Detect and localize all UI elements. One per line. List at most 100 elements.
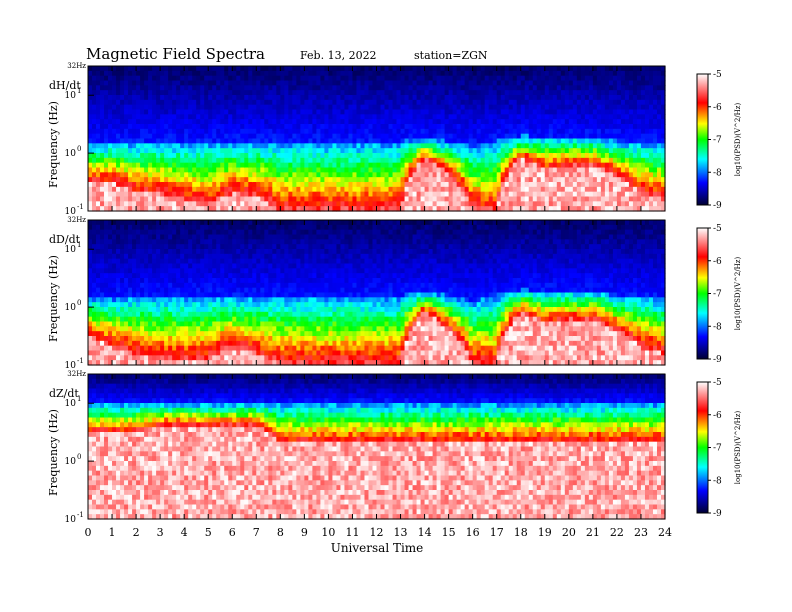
heatmap-cell [104,75,109,82]
heatmap-cell [240,177,245,183]
heatmap-cell [128,75,133,82]
heatmap-cell [244,182,249,188]
heatmap-cell [112,282,117,289]
heatmap-cell [136,104,141,111]
heatmap-cell [388,128,394,135]
heatmap-cell [440,124,446,130]
heatmap-cell [516,85,522,91]
heatmap-cell [148,196,153,202]
heatmap-cell [280,75,285,82]
heatmap-cell [108,119,113,125]
heatmap-cell [552,70,558,77]
heatmap-cell [196,114,201,120]
heatmap-cell [92,321,97,327]
heatmap-cell [148,249,153,255]
heatmap-cell [148,345,153,352]
heatmap-cell [372,66,378,72]
heatmap-cell [108,157,113,164]
heatmap-cell [136,70,141,77]
heatmap-cell [564,114,570,120]
heatmap-cell [248,119,253,125]
heatmap-cell [160,278,165,284]
heatmap-cell [580,109,586,115]
heatmap-cell [340,66,346,72]
heatmap-cell [472,153,478,159]
heatmap-cell [156,307,161,313]
heatmap-cell [96,282,101,289]
heatmap-cell [124,316,129,323]
heatmap-cell [180,128,185,135]
heatmap-cell [640,70,646,77]
heatmap-cell [88,70,93,77]
heatmap-cell [116,119,121,125]
heatmap-cell [396,186,402,193]
heatmap-cell [120,244,125,250]
heatmap-cell [248,153,253,159]
heatmap-cell [152,157,157,164]
heatmap-cell [196,119,201,125]
heatmap-cell [160,249,165,255]
heatmap-cell [172,70,177,77]
heatmap-cell [520,109,526,115]
heatmap-cell [528,104,534,111]
heatmap-cell [436,143,442,149]
heatmap-cell [384,133,390,140]
heatmap-cell [516,119,522,125]
heatmap-cell [588,143,594,149]
heatmap-cell [92,311,97,318]
heatmap-cell [648,80,654,86]
heatmap-cell [152,95,157,101]
heatmap-cell [468,167,474,173]
heatmap-cell [528,157,534,164]
heatmap-cell [120,273,125,279]
heatmap-cell [544,182,550,188]
heatmap-cell [540,177,546,183]
heatmap-cell [264,95,269,101]
heatmap-cell [420,85,426,91]
heatmap-cell [108,186,113,193]
heatmap-cell [408,104,414,111]
heatmap-cell [188,80,193,86]
heatmap-cell [312,191,317,198]
heatmap-cell [644,153,650,159]
heatmap-cell [524,85,530,91]
heatmap-cell [156,191,161,198]
heatmap-cell [512,128,518,135]
heatmap-cell [276,172,281,178]
heatmap-cell [404,177,410,183]
heatmap-cell [460,119,466,125]
heatmap-cell [376,196,382,202]
heatmap-cell [428,138,434,144]
heatmap-cell [604,85,610,91]
heatmap-cell [632,162,638,169]
heatmap-cell [504,90,510,96]
heatmap-cell [188,119,193,125]
heatmap-cell [320,119,326,125]
heatmap-cell [172,95,177,101]
heatmap-cell [216,167,221,173]
heatmap-cell [180,186,185,193]
heatmap-cell [492,167,498,173]
heatmap-cell [348,182,354,188]
heatmap-cell [348,119,354,125]
heatmap-cell [348,99,354,106]
heatmap-cell [200,196,205,202]
heatmap-cell [100,244,105,250]
heatmap-cell [616,128,622,135]
heatmap-cell [148,143,153,149]
heatmap-cell [392,138,398,144]
heatmap-cell [464,114,470,120]
heatmap-cell [328,143,334,149]
heatmap-cell [128,224,133,231]
heatmap-cell [96,360,101,366]
heatmap-cell [588,153,594,159]
heatmap-cell [116,360,121,366]
heatmap-cell [348,104,354,111]
heatmap-cell [464,90,470,96]
heatmap-cell [100,162,105,169]
heatmap-cell [580,201,586,207]
heatmap-cell [468,186,474,193]
heatmap-cell [456,70,462,77]
heatmap-cell [620,90,626,96]
heatmap-cell [584,133,590,140]
